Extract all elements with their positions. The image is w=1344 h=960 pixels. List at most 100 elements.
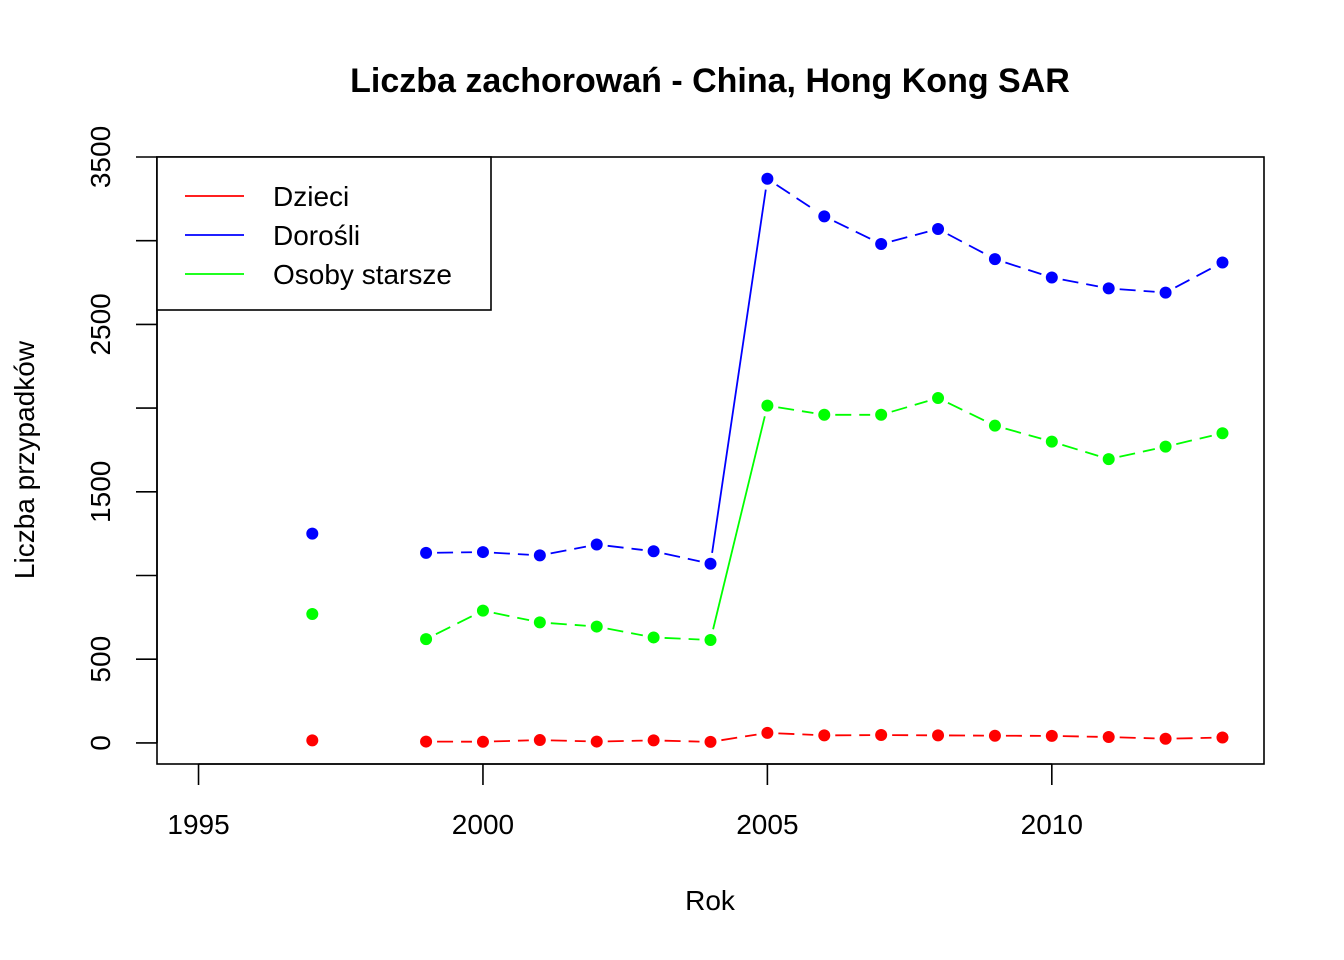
series-segment-osoby-starsze — [1176, 434, 1212, 445]
y-tick-label: 0 — [85, 735, 116, 751]
series-segment-osoby-starsze — [947, 402, 986, 422]
series-dorosli — [306, 172, 1229, 570]
series-segment-dorosli — [493, 551, 529, 556]
data-point-dorosli — [875, 238, 888, 251]
data-point-dzieci — [704, 735, 717, 748]
data-point-dzieci — [306, 734, 319, 747]
x-tick-label: 2010 — [1021, 809, 1083, 840]
series-segment-dzieci — [607, 739, 643, 743]
series-segment-osoby-starsze — [435, 614, 474, 636]
series-segment-osoby-starsze — [1005, 427, 1042, 440]
series-segment-dorosli — [891, 230, 928, 243]
series-segment-osoby-starsze — [778, 406, 814, 414]
series-segment-dzieci — [493, 739, 529, 743]
data-point-osoby-starsze — [647, 631, 660, 644]
series-segment-dzieci — [1119, 736, 1155, 740]
y-tick-label: 2500 — [85, 293, 116, 355]
series-segment-osoby-starsze — [1119, 448, 1156, 458]
data-point-dorosli — [590, 538, 603, 551]
data-point-osoby-starsze — [1159, 440, 1172, 453]
x-tick-label: 2000 — [452, 809, 514, 840]
series-segment-dzieci — [1062, 735, 1098, 738]
series-segment-dzieci — [721, 733, 757, 742]
data-point-dzieci — [476, 735, 489, 748]
data-point-dorosli — [988, 253, 1001, 266]
series-segment-dorosli — [437, 551, 472, 554]
x-axis: 1995 2000 2005 2010 — [167, 763, 1083, 840]
series-segment-dorosli — [711, 189, 767, 554]
data-point-osoby-starsze — [306, 608, 319, 621]
x-axis-label: Rok — [685, 885, 736, 916]
data-point-dzieci — [932, 729, 945, 742]
series-segment-dzieci — [1176, 736, 1212, 740]
series-segment-dorosli — [833, 220, 872, 241]
data-point-osoby-starsze — [1102, 453, 1115, 466]
data-point-dorosli — [932, 222, 945, 235]
data-point-osoby-starsze — [590, 620, 603, 633]
y-axis: 0 500 1500 2500 3500 — [85, 126, 158, 751]
data-point-osoby-starsze — [761, 399, 774, 412]
data-point-osoby-starsze — [818, 408, 831, 421]
legend-label-osoby-starsze: Osoby starsze — [273, 259, 452, 290]
data-point-osoby-starsze — [1045, 435, 1058, 448]
data-point-dorosli — [1102, 282, 1115, 295]
series-segment-osoby-starsze — [550, 622, 586, 627]
series-segment-dorosli — [550, 545, 587, 555]
series-segment-dorosli — [664, 552, 700, 563]
data-point-dorosli — [533, 549, 546, 562]
data-point-dzieci — [1045, 729, 1058, 742]
series-segment-osoby-starsze — [493, 611, 530, 622]
series-dzieci — [306, 726, 1229, 748]
series-segment-dzieci — [664, 739, 700, 743]
data-point-osoby-starsze — [932, 392, 945, 405]
series-segment-dzieci — [778, 732, 814, 736]
data-point-dorosli — [1159, 286, 1172, 299]
x-tick-label: 1995 — [167, 809, 229, 840]
data-point-dzieci — [988, 729, 1001, 742]
series-segment-dorosli — [1174, 266, 1214, 289]
series-segment-dorosli — [776, 184, 816, 212]
data-point-dorosli — [1045, 271, 1058, 284]
series-segment-dorosli — [947, 233, 986, 255]
y-axis-label: Liczba przypadków — [9, 340, 40, 579]
data-point-dorosli — [761, 172, 774, 185]
series-segment-osoby-starsze — [891, 400, 928, 413]
data-point-osoby-starsze — [704, 633, 717, 646]
data-point-dzieci — [1216, 731, 1229, 744]
data-point-dzieci — [533, 734, 546, 747]
data-point-dzieci — [1159, 732, 1172, 745]
series-layer — [306, 172, 1229, 748]
data-point-osoby-starsze — [875, 408, 888, 421]
series-segment-osoby-starsze — [1062, 443, 1099, 457]
data-point-osoby-starsze — [533, 616, 546, 629]
series-osoby-starsze — [306, 392, 1229, 646]
data-point-osoby-starsze — [988, 419, 1001, 432]
data-point-dzieci — [1102, 731, 1115, 744]
series-segment-dorosli — [1119, 288, 1155, 293]
legend-label-dzieci: Dzieci — [273, 181, 349, 212]
data-point-dzieci — [420, 735, 433, 748]
legend-box — [156, 156, 492, 311]
series-segment-dorosli — [1005, 261, 1042, 275]
data-point-dorosli — [420, 546, 433, 559]
data-point-dzieci — [647, 734, 660, 747]
data-point-dorosli — [1216, 256, 1229, 269]
series-segment-osoby-starsze — [607, 627, 643, 637]
legend: Dzieci Dorośli Osoby starsze — [156, 156, 492, 311]
y-tick-label: 1500 — [85, 461, 116, 523]
data-point-osoby-starsze — [1216, 427, 1229, 440]
data-point-dorosli — [818, 210, 831, 223]
series-segment-dorosli — [607, 544, 643, 551]
y-tick-label: 500 — [85, 636, 116, 683]
data-point-osoby-starsze — [476, 604, 489, 617]
x-tick-label: 2005 — [736, 809, 798, 840]
data-point-dorosli — [476, 546, 489, 559]
chart-title: Liczba zachorowań - China, Hong Kong SAR — [350, 62, 1070, 100]
data-point-osoby-starsze — [420, 633, 433, 646]
series-segment-dorosli — [1062, 278, 1099, 288]
data-point-dzieci — [875, 729, 888, 742]
legend-label-dorosli: Dorośli — [273, 220, 360, 251]
data-point-dorosli — [647, 545, 660, 558]
data-point-dorosli — [306, 527, 319, 540]
